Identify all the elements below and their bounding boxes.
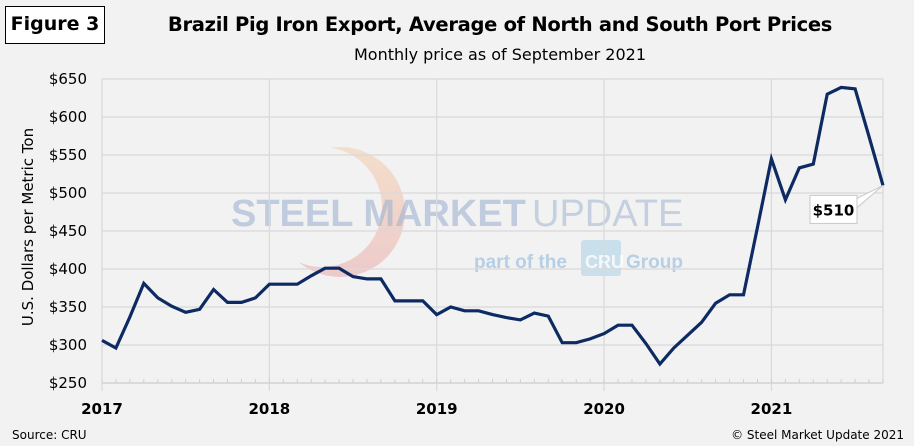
source-note: Source: CRU	[12, 428, 87, 442]
y-tick-label: $500	[49, 184, 87, 202]
chart-subtitle: Monthly price as of September 2021	[353, 45, 647, 64]
chart-title: Brazil Pig Iron Export, Average of North…	[167, 13, 833, 36]
y-tick-label: $550	[49, 146, 87, 164]
watermark-group: Group	[626, 252, 683, 273]
x-tick-label: 2019	[416, 400, 458, 418]
x-tick-label: 2020	[583, 400, 625, 418]
x-tick-label: 2017	[81, 400, 123, 418]
y-tick-label: $650	[49, 70, 87, 88]
y-tick-label: $350	[49, 298, 87, 316]
callout-label: $510	[813, 201, 855, 219]
copyright-note: © Steel Market Update 2021	[731, 428, 904, 442]
callout-box	[809, 194, 858, 224]
y-tick-label: $400	[49, 260, 87, 278]
cru-badge	[581, 240, 621, 276]
x-tick-label: 2021	[751, 400, 793, 418]
crescent-logo-icon	[275, 147, 405, 277]
watermark-part-of: part of the	[474, 252, 567, 273]
y-tick-label: $300	[49, 336, 87, 354]
watermark-update: UPDATE	[532, 193, 683, 235]
watermark-steel-market: STEEL MARKET	[231, 193, 526, 235]
figure-label: Figure 3	[5, 6, 105, 44]
watermark: STEEL MARKET UPDATE part of the CRU Grou…	[231, 147, 683, 277]
y-tick-label: $250	[49, 374, 87, 392]
y-tick-label: $600	[49, 108, 87, 126]
y-tick-label: $450	[49, 222, 87, 240]
x-tick-label: 2018	[248, 400, 290, 418]
callout-pointer	[854, 184, 884, 211]
